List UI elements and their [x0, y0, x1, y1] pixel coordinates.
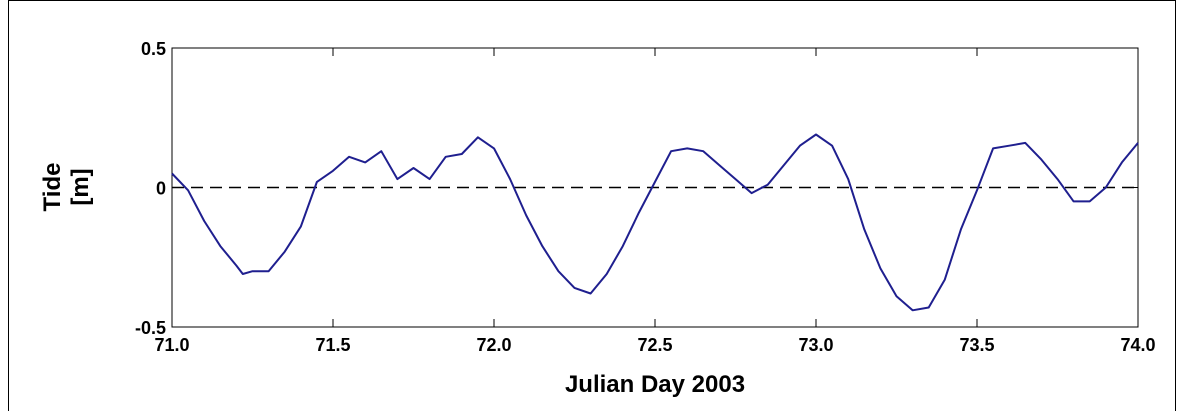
y-tick-label: -0.5	[135, 318, 166, 338]
x-tick-label: 72.0	[476, 335, 511, 355]
x-tick-label: 71.0	[154, 335, 189, 355]
x-tick-label: 74.0	[1120, 335, 1155, 355]
y-tick-label: 0.5	[141, 39, 166, 59]
x-tick-label: 73.0	[798, 335, 833, 355]
y-axis-label-line: [m]	[67, 168, 94, 205]
x-tick-label: 73.5	[959, 335, 994, 355]
frame	[8, 0, 1176, 416]
x-tick-label: 72.5	[637, 335, 672, 355]
x-tick-label: 71.5	[315, 335, 350, 355]
y-tick-label: 0	[156, 179, 166, 199]
tide-line	[171, 133, 1139, 312]
y-axis-label: Tide [m]	[39, 163, 94, 212]
x-axis-label: Julian Day 2003	[565, 371, 745, 398]
y-axis-label-line: Tide	[39, 163, 66, 212]
